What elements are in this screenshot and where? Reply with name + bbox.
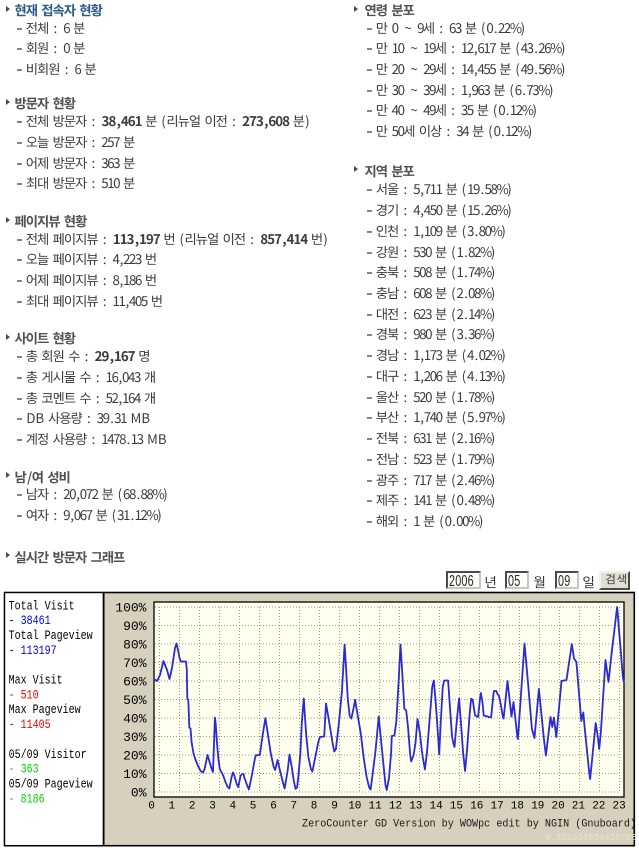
svg-text:Total Visit: Total Visit	[9, 598, 75, 613]
svg-text:8: 8	[311, 801, 318, 813]
svg-text:05/09 Visitor: 05/09 Visitor	[9, 747, 87, 762]
svg-text:9: 9	[331, 801, 338, 813]
svg-text:- 8186: - 8186	[9, 791, 45, 806]
svg-text:10%: 10%	[123, 767, 147, 782]
svg-text:Max Visit: Max Visit	[9, 673, 63, 688]
svg-text:70%: 70%	[123, 656, 147, 671]
svg-text:Max Pageview: Max Pageview	[9, 702, 81, 717]
svg-text:1: 1	[168, 801, 175, 813]
svg-text:19: 19	[531, 801, 544, 813]
svg-text:2: 2	[189, 801, 196, 813]
svg-text:Total Pageview: Total Pageview	[9, 628, 93, 643]
svg-text:11: 11	[368, 801, 382, 813]
svg-text:60%: 60%	[123, 675, 147, 690]
svg-text:23: 23	[612, 801, 625, 813]
svg-text:0%: 0%	[131, 786, 147, 801]
svg-text:22: 22	[592, 801, 605, 813]
svg-text:50%: 50%	[123, 693, 147, 708]
svg-text:- 510: - 510	[9, 687, 39, 702]
svg-text:80%: 80%	[123, 638, 147, 653]
svg-text:- 363: - 363	[9, 762, 39, 777]
svg-text:12: 12	[389, 801, 402, 813]
svg-text:30%: 30%	[123, 730, 147, 745]
svg-text:- 11405: - 11405	[9, 717, 51, 732]
svg-text:18: 18	[511, 801, 524, 813]
svg-text:16: 16	[470, 801, 483, 813]
svg-text:90%: 90%	[123, 619, 147, 634]
svg-text:40%: 40%	[123, 712, 147, 727]
svg-text:17: 17	[490, 801, 503, 813]
svg-text:10: 10	[348, 801, 361, 813]
svg-text:14: 14	[429, 801, 443, 813]
svg-text:ZeroCounter GD Version by WOWp: ZeroCounter GD Version by WOWpc edit by …	[302, 819, 636, 831]
svg-text:3: 3	[209, 801, 216, 813]
svg-text:- 38461: - 38461	[9, 613, 51, 628]
svg-text:15: 15	[450, 801, 463, 813]
svg-text:7: 7	[290, 801, 297, 813]
svg-text:100%: 100%	[115, 601, 146, 616]
svg-text:5: 5	[250, 801, 257, 813]
svg-text:- 113197: - 113197	[9, 643, 57, 658]
svg-text:13: 13	[409, 801, 422, 813]
svg-text:21: 21	[572, 801, 586, 813]
svg-text:05/09 Pageview: 05/09 Pageview	[9, 777, 93, 792]
svg-text:4: 4	[229, 801, 236, 813]
svg-text:20: 20	[551, 801, 564, 813]
svg-text:6: 6	[270, 801, 277, 813]
svg-text:0: 0	[148, 801, 155, 813]
svg-text:20%: 20%	[123, 749, 147, 764]
svg-text:0.321934938430786: 0.321934938430786	[545, 832, 637, 843]
